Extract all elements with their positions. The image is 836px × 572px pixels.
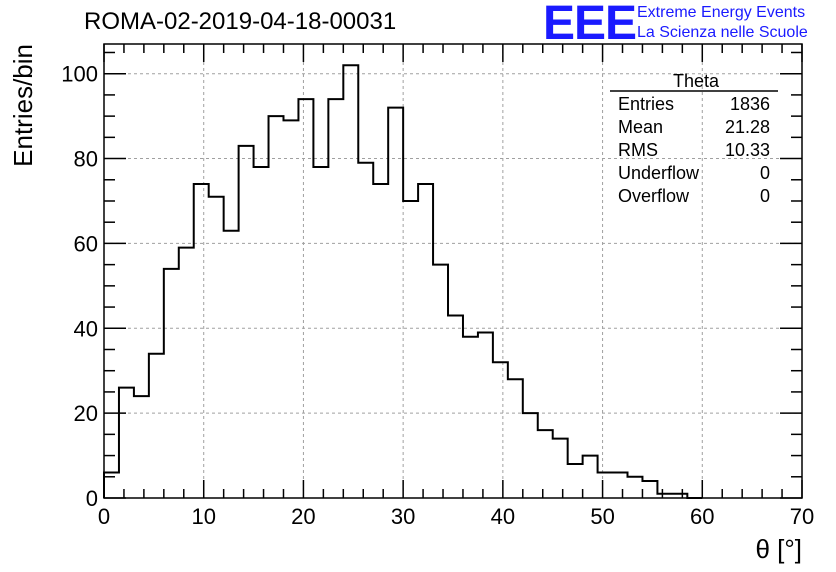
stats-label-entries: Entries	[618, 94, 674, 114]
logo-caption-line1: Extreme Energy Events	[637, 4, 806, 21]
axis-ticks	[103, 44, 803, 499]
stats-label-underflow: Underflow	[618, 163, 700, 183]
y-axis-title: Entries/bin	[8, 44, 38, 167]
stats-value-rms: 10.33	[725, 140, 770, 160]
eee-logo: EEE	[543, 0, 637, 50]
y-tick-label: 0	[86, 486, 98, 511]
y-tick-label: 40	[74, 316, 98, 341]
y-tick-label: 80	[74, 147, 98, 172]
stats-label-overflow: Overflow	[618, 186, 690, 206]
stats-box: Theta Entries 1836 Mean 21.28 RMS 10.33 …	[610, 71, 778, 206]
grid-lines	[104, 44, 802, 498]
stats-label-rms: RMS	[618, 140, 658, 160]
x-tick-label: 70	[790, 504, 814, 529]
stats-label-mean: Mean	[618, 117, 663, 137]
x-tick-label: 50	[590, 504, 614, 529]
x-axis-title: θ [°]	[755, 534, 802, 564]
stats-value-entries: 1836	[730, 94, 770, 114]
x-tick-label: 20	[291, 504, 315, 529]
y-tick-label: 100	[61, 62, 98, 87]
y-tick-label: 60	[74, 231, 98, 256]
logo-caption-line2: La Scienza nelle Scuole	[637, 24, 808, 41]
logo-caption: Extreme Energy Events La Scienza nelle S…	[637, 3, 808, 43]
x-tick-label: 10	[191, 504, 215, 529]
y-tick-label: 20	[74, 401, 98, 426]
stats-value-mean: 21.28	[725, 117, 770, 137]
stats-value-overflow: 0	[760, 186, 770, 206]
x-tick-label: 60	[690, 504, 714, 529]
stats-box-title: Theta	[673, 71, 720, 91]
x-tick-label: 40	[491, 504, 515, 529]
run-title: ROMA-02-2019-04-18-00031	[84, 8, 397, 35]
plot-frame	[103, 43, 803, 499]
histogram-step-line	[103, 64, 703, 499]
x-tick-label: 30	[391, 504, 415, 529]
stats-value-underflow: 0	[760, 163, 770, 183]
x-tick-label: 0	[98, 504, 110, 529]
tick-labels: 0 10 20 30 40 50 60 70 0 20 40 60 80 100	[61, 62, 814, 529]
